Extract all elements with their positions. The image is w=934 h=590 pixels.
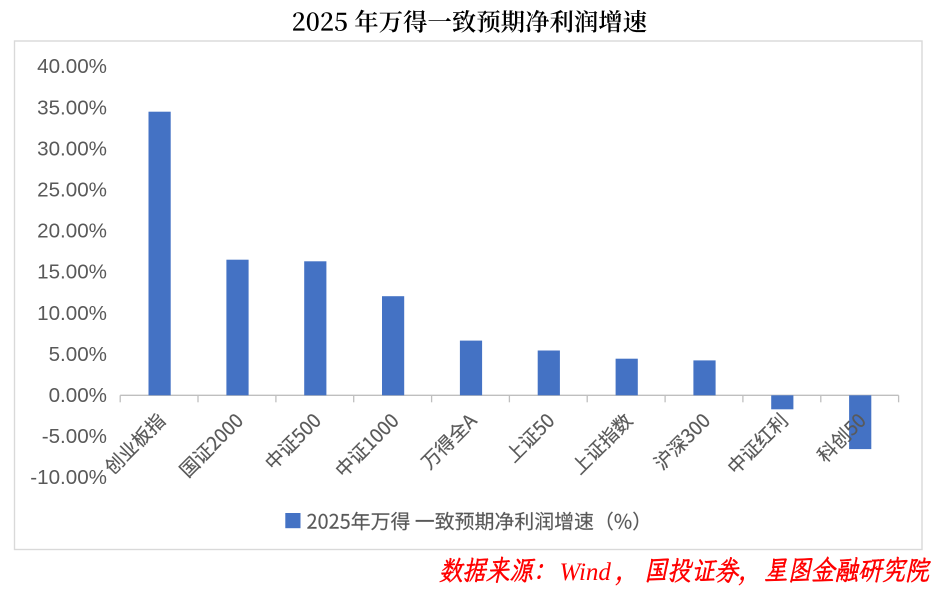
svg-text:20.00%: 20.00% <box>37 220 107 243</box>
svg-text:35.00%: 35.00% <box>37 96 107 119</box>
svg-text:5.00%: 5.00% <box>49 343 107 366</box>
svg-text:-10.00%: -10.00% <box>30 466 107 489</box>
svg-text:25.00%: 25.00% <box>37 179 107 202</box>
svg-text:0.00%: 0.00% <box>49 384 107 407</box>
svg-text:30.00%: 30.00% <box>37 137 107 160</box>
svg-text:-5.00%: -5.00% <box>42 425 107 448</box>
svg-text:15.00%: 15.00% <box>37 261 107 284</box>
svg-text:10.00%: 10.00% <box>37 302 107 325</box>
svg-text:40.00%: 40.00% <box>37 55 107 78</box>
svg-text:Wind: Wind <box>560 559 612 586</box>
